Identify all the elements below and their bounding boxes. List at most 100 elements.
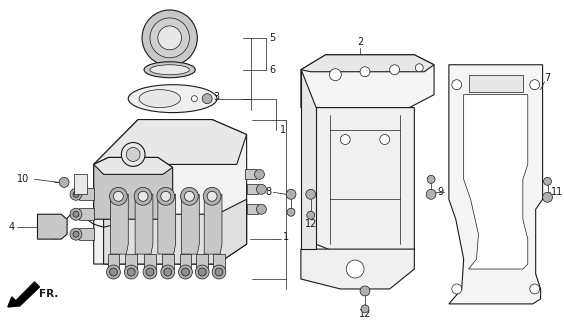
Polygon shape bbox=[301, 249, 415, 289]
Text: 3: 3 bbox=[213, 92, 219, 102]
Text: 8: 8 bbox=[265, 187, 271, 197]
Polygon shape bbox=[246, 184, 258, 194]
Circle shape bbox=[360, 286, 370, 296]
Text: 1: 1 bbox=[280, 124, 287, 134]
Circle shape bbox=[126, 148, 140, 161]
Text: 4: 4 bbox=[8, 222, 15, 232]
Circle shape bbox=[73, 231, 79, 237]
Polygon shape bbox=[74, 174, 87, 194]
Circle shape bbox=[202, 94, 212, 104]
Polygon shape bbox=[104, 199, 246, 264]
Polygon shape bbox=[135, 194, 153, 254]
Circle shape bbox=[286, 189, 296, 199]
Polygon shape bbox=[204, 194, 222, 254]
Circle shape bbox=[199, 268, 206, 276]
Text: 12: 12 bbox=[305, 219, 317, 229]
Circle shape bbox=[161, 191, 171, 201]
Circle shape bbox=[180, 187, 199, 205]
Polygon shape bbox=[79, 228, 94, 240]
Polygon shape bbox=[111, 194, 128, 254]
Circle shape bbox=[329, 69, 341, 81]
Circle shape bbox=[121, 142, 145, 166]
Text: 9: 9 bbox=[437, 187, 443, 197]
Polygon shape bbox=[301, 70, 316, 249]
Circle shape bbox=[138, 191, 148, 201]
Ellipse shape bbox=[144, 62, 195, 78]
Circle shape bbox=[109, 268, 117, 276]
Polygon shape bbox=[94, 120, 246, 164]
Circle shape bbox=[452, 80, 462, 90]
Polygon shape bbox=[182, 194, 199, 254]
Circle shape bbox=[134, 187, 152, 205]
Circle shape bbox=[70, 188, 82, 200]
Polygon shape bbox=[144, 254, 156, 269]
Circle shape bbox=[212, 265, 226, 279]
Circle shape bbox=[427, 175, 435, 183]
Circle shape bbox=[146, 268, 154, 276]
Circle shape bbox=[530, 80, 540, 90]
Ellipse shape bbox=[139, 90, 180, 108]
Polygon shape bbox=[301, 55, 434, 108]
Circle shape bbox=[158, 26, 182, 50]
Circle shape bbox=[184, 191, 195, 201]
Circle shape bbox=[543, 192, 553, 202]
Circle shape bbox=[287, 208, 295, 216]
Polygon shape bbox=[449, 65, 543, 304]
Circle shape bbox=[70, 228, 82, 240]
Polygon shape bbox=[79, 208, 94, 220]
Circle shape bbox=[161, 265, 175, 279]
Circle shape bbox=[452, 284, 462, 294]
Circle shape bbox=[307, 211, 315, 219]
Polygon shape bbox=[196, 254, 208, 269]
Circle shape bbox=[107, 265, 120, 279]
Polygon shape bbox=[94, 157, 173, 219]
Text: 12: 12 bbox=[359, 309, 371, 319]
Circle shape bbox=[203, 187, 221, 205]
Circle shape bbox=[530, 284, 540, 294]
Circle shape bbox=[254, 169, 265, 179]
Circle shape bbox=[59, 177, 69, 187]
Circle shape bbox=[257, 184, 266, 194]
Circle shape bbox=[360, 67, 370, 77]
Circle shape bbox=[380, 134, 390, 144]
Text: 2: 2 bbox=[357, 37, 363, 47]
Circle shape bbox=[182, 268, 190, 276]
Circle shape bbox=[113, 191, 124, 201]
Circle shape bbox=[340, 134, 350, 144]
Circle shape bbox=[143, 265, 157, 279]
Circle shape bbox=[257, 204, 266, 214]
Circle shape bbox=[415, 64, 423, 72]
Polygon shape bbox=[301, 55, 434, 72]
Ellipse shape bbox=[128, 85, 217, 113]
Circle shape bbox=[390, 65, 399, 75]
Polygon shape bbox=[179, 254, 191, 269]
Circle shape bbox=[207, 191, 217, 201]
Ellipse shape bbox=[150, 65, 190, 75]
Circle shape bbox=[73, 211, 79, 217]
Text: 7: 7 bbox=[545, 73, 551, 83]
Circle shape bbox=[164, 268, 171, 276]
Circle shape bbox=[346, 260, 364, 278]
Text: 11: 11 bbox=[550, 187, 563, 197]
Circle shape bbox=[215, 268, 223, 276]
Polygon shape bbox=[79, 188, 94, 200]
Polygon shape bbox=[464, 95, 528, 269]
Text: 6: 6 bbox=[270, 65, 275, 75]
Text: FR.: FR. bbox=[39, 289, 59, 299]
Polygon shape bbox=[125, 254, 137, 269]
Polygon shape bbox=[316, 108, 415, 264]
Text: 5: 5 bbox=[270, 33, 276, 43]
Circle shape bbox=[70, 208, 82, 220]
Circle shape bbox=[306, 189, 316, 199]
Circle shape bbox=[109, 187, 127, 205]
Polygon shape bbox=[162, 254, 174, 269]
Circle shape bbox=[73, 191, 79, 197]
Polygon shape bbox=[94, 157, 173, 174]
Circle shape bbox=[544, 177, 552, 185]
Polygon shape bbox=[213, 254, 225, 269]
Circle shape bbox=[124, 265, 138, 279]
Circle shape bbox=[127, 268, 135, 276]
Circle shape bbox=[361, 305, 369, 313]
Circle shape bbox=[150, 18, 190, 58]
Circle shape bbox=[179, 265, 192, 279]
